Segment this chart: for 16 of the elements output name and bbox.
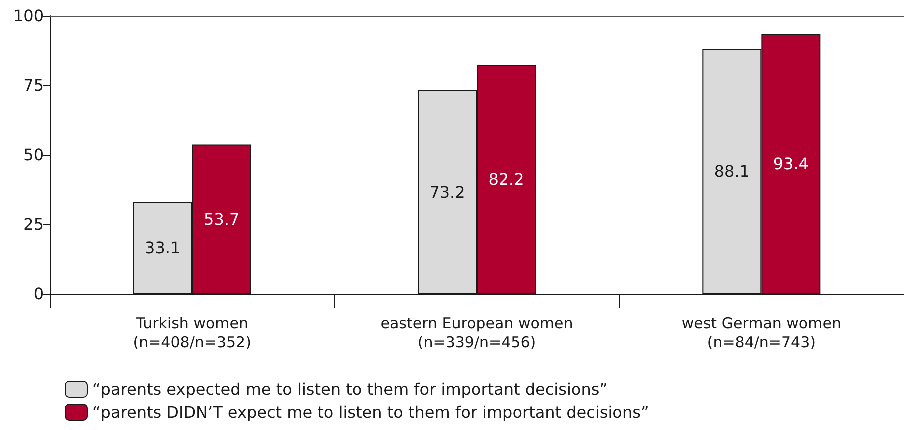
data-label: 88.1 <box>714 162 750 182</box>
data-label: 93.4 <box>773 154 809 174</box>
y-tick-label: 0 <box>34 284 44 304</box>
x-tick-label: eastern European women (n=339/n=456) <box>380 314 574 352</box>
legend-label: “parents expected me to listen to them for important decisions” <box>92 380 608 399</box>
data-label: 73.2 <box>430 182 466 202</box>
legend-label: “parents DIDN’T expect me to listen to them for important decisions” <box>92 403 650 422</box>
x-tick-label: west German women (n=84/n=743) <box>682 314 842 352</box>
y-tick-label: 25 <box>24 215 44 234</box>
data-label: 82.2 <box>488 170 524 190</box>
y-tick-label: 100 <box>13 6 44 26</box>
data-label: 33.1 <box>145 238 181 258</box>
y-tick-label: 75 <box>24 76 44 95</box>
y-tick-label: 50 <box>24 146 44 164</box>
data-label: 53.7 <box>204 210 240 229</box>
x-tick-label: Turkish women (n=408/n=352) <box>133 314 252 352</box>
